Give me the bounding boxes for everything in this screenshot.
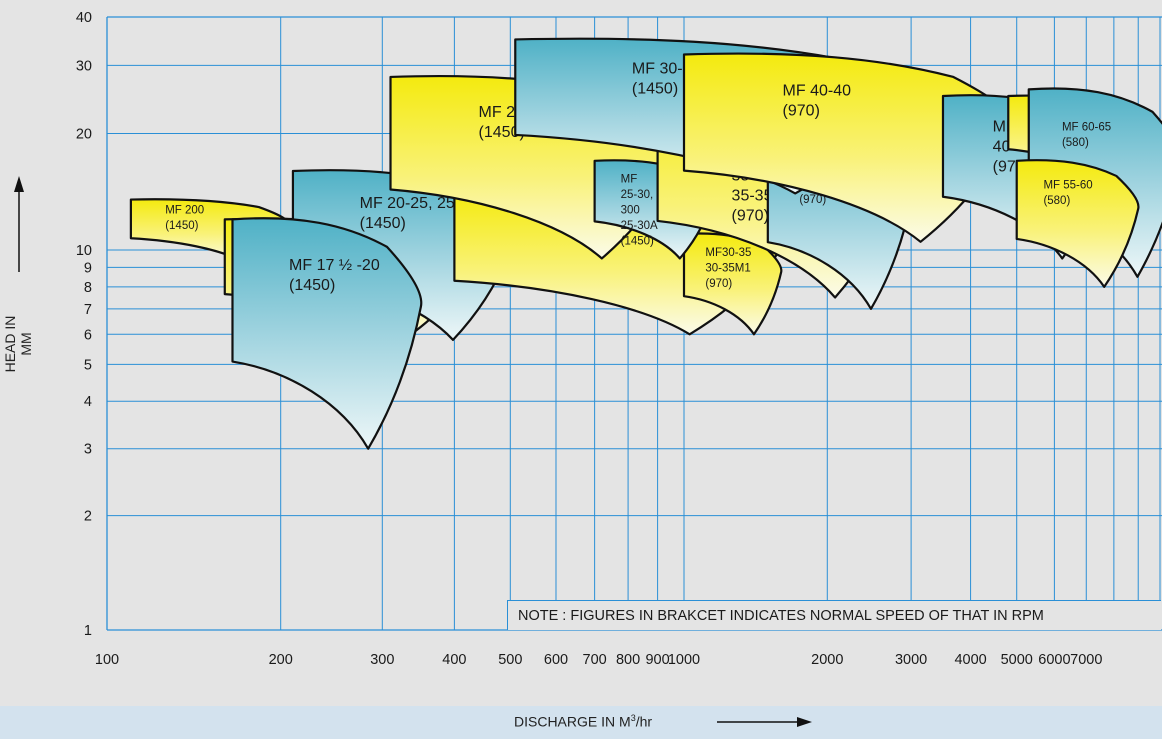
pump-region-label-mf-35-35-3: 35-35 [732,187,773,204]
pump-region-label-mf-20-25-250-0: MF 20-25, 250 [360,195,464,212]
x-tick-label-600: 600 [544,652,568,668]
right-arrow-icon [717,717,812,727]
pump-region-label-mf-25-30-2: 300 [621,204,640,216]
pump-region-label-mf-35-35-4: (970) [732,207,769,224]
x-tick-label-800: 800 [616,652,640,668]
pump-region-label-mf-25-30-1: 25-30, [621,189,654,201]
x-axis-title-area: DISCHARGE IN M3/hr [0,706,1162,739]
x-tick-label-1000: 1000 [668,652,700,668]
x-tick-label-100: 100 [95,652,119,668]
y-tick-label-9: 9 [84,260,92,276]
pump-region-shape-mf-55-60 [1015,159,1140,288]
pump-region-label-mf-30-35m-1: (1450) [632,80,678,97]
pump-region-label-mf-55-60-1: (580) [1043,195,1070,207]
y-tick-label-3: 3 [84,442,92,458]
note-box: NOTE : FIGURES IN BRAKCET INDICATES NORM… [507,600,1161,630]
x-tick-label-7000: 7000 [1070,652,1102,668]
y-tick-label-6: 6 [84,327,92,343]
x-axis-label: DISCHARGE IN M3/hr [514,713,652,730]
x-tick-label-4000: 4000 [954,652,986,668]
pump-region-label-mf-40-40-1: (970) [783,103,820,120]
pump-region-label-mf-25-25-1: (1450) [479,124,525,141]
x-tick-label-700: 700 [583,652,607,668]
pump-region-label-mf-30-35-1: 30-35M1 [705,263,750,275]
x-tick-label-2000: 2000 [811,652,843,668]
y-tick-label-20: 20 [76,127,92,143]
pump-region-mf-55-60: MF 55-60 (580) [1015,159,1140,288]
y-axis-label: HEAD IN MM [2,315,34,373]
note-text: NOTE : FIGURES IN BRAKCET INDICATES NORM… [518,608,1044,624]
x-axis-label-prefix: DISCHARGE IN M [514,713,631,730]
y-tick-label-40: 40 [76,10,92,26]
pump-region-label-mf-17-20-0: MF 17 ½ -20 [289,257,380,274]
pump-region-mf-17-20: MF 17 ½ -20 (1450) [231,217,423,450]
pump-region-label-mf-35-40-2: (970) [799,194,826,206]
x-tick-label-5000: 5000 [1001,652,1033,668]
x-tick-label-900: 900 [645,652,669,668]
pump-region-label-mf-25-30-4: (1450) [621,235,654,247]
pump-region-label-mf-60-65-1: (580) [1062,137,1089,149]
x-tick-label-200: 200 [269,652,293,668]
pump-region-label-mf-55-60-0: MF 55-60 [1043,180,1092,192]
x-tick-label-6000: 6000 [1038,652,1070,668]
x-tick-label-300: 300 [370,652,394,668]
pump-region-label-mf-17-20-1: (1450) [289,277,335,294]
x-tick-label-3000: 3000 [895,652,927,668]
x-axis-band [0,706,1162,739]
pump-region-label-mf-200-1: (1450) [165,220,198,232]
pump-region-label-mf-30-35-2: (970) [705,278,732,290]
pump-region-label-mf-25-30-3: 25-30A [621,220,658,232]
y-tick-label-1: 1 [84,623,92,639]
pump-region-label-mf-40-40-0: MF 40-40 [783,83,852,100]
pump-region-label-mf-30-35-0: MF30-35 [705,247,751,259]
y-tick-label-2: 2 [84,509,92,525]
y-tick-label-4: 4 [84,394,92,410]
up-arrow-icon [14,176,24,272]
y-tick-label-10: 10 [76,243,92,259]
y-tick-label-30: 30 [76,58,92,74]
pump-region-label-mf-200-0: MF 200 [165,204,204,216]
y-tick-label-5: 5 [84,357,92,373]
pump-region-shape-mf-17-20 [231,217,423,450]
pump-region-label-mf-60-65-0: MF 60-65 [1062,122,1111,134]
pump-region-label-mf-20-25-250-1: (1450) [360,215,406,232]
pump-region-label-mf-25-30-0: MF [621,173,638,185]
pump-regions: MF 200 (1450) MF 20-25, 250 (1450) MF30-35 30… [129,37,1162,450]
x-tick-label-500: 500 [498,652,522,668]
x-axis-label-sup: 3 [630,713,636,723]
y-tick-label-7: 7 [84,302,92,318]
x-axis-label-suffix: /hr [635,713,653,730]
y-tick-label-8: 8 [84,280,92,296]
x-tick-label-400: 400 [442,652,466,668]
